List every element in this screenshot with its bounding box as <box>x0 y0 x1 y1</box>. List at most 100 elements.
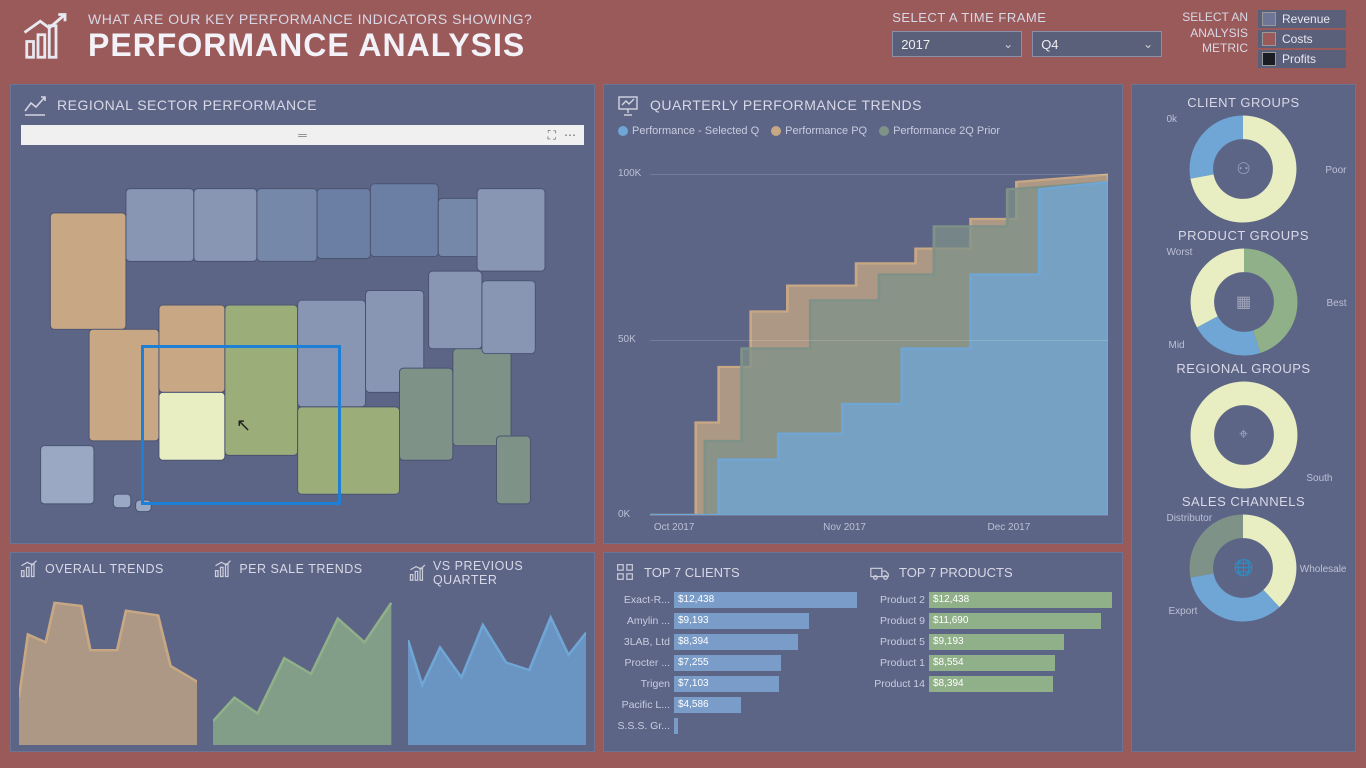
spark-block: VS PREVIOUS QUARTER <box>400 553 594 751</box>
y-tick: 0K <box>618 509 630 520</box>
bar-fill: $9,193 <box>674 613 809 629</box>
chart-icon <box>23 93 47 117</box>
trends-title: QUARTERLY PERFORMANCE TRENDS <box>650 97 922 113</box>
donut-label: Export <box>1168 606 1197 617</box>
metric-button[interactable]: Profits <box>1258 50 1346 68</box>
bar-fill: $12,438 <box>674 592 857 608</box>
metric-button[interactable]: Revenue <box>1258 10 1346 28</box>
donut-center-icon: 🌐 <box>1234 558 1254 578</box>
trend-icon <box>19 559 39 579</box>
presentation-icon <box>616 93 640 117</box>
bar-row[interactable]: Product 2 $12,438 <box>869 589 1112 610</box>
trend-icon <box>408 563 427 583</box>
map-title: REGIONAL SECTOR PERFORMANCE <box>57 97 317 113</box>
bar-row[interactable]: Product 1 $8,554 <box>869 652 1112 673</box>
trends-chart[interactable] <box>650 145 1108 515</box>
bar-fill <box>674 718 678 734</box>
bar-row[interactable]: Product 5 $9,193 <box>869 631 1112 652</box>
sparkline[interactable] <box>213 587 391 745</box>
page-title: PERFORMANCE ANALYSIS <box>88 27 532 64</box>
focus-icon[interactable]: ⛶ <box>548 128 556 143</box>
cursor-icon: ↖ <box>236 415 251 436</box>
donut-section: REGIONAL GROUPS⌖South <box>1176 361 1310 490</box>
donut-section: PRODUCT GROUPS▦WorstBestMid <box>1178 228 1309 357</box>
spark-block: OVERALL TRENDS <box>11 553 205 751</box>
bar-fill: $9,193 <box>929 634 1064 650</box>
header: WHAT ARE OUR KEY PERFORMANCE INDICATORS … <box>0 0 1366 84</box>
donut-center-icon: ▦ <box>1236 292 1251 312</box>
x-tick: Nov 2017 <box>823 522 866 533</box>
bar-row[interactable]: Amylin ... $9,193 <box>614 610 857 631</box>
bar-fill: $11,690 <box>929 613 1101 629</box>
swatch <box>1262 12 1276 26</box>
bar-label: S.S.S. Gr... <box>614 720 670 732</box>
bar-fill: $8,394 <box>929 676 1053 692</box>
bar-label: Product 1 <box>869 657 925 669</box>
quarter-select[interactable]: Q4 ⌄ <box>1032 31 1162 57</box>
bar-row[interactable]: Product 9 $11,690 <box>869 610 1112 631</box>
donut-label: South <box>1306 473 1332 484</box>
donut-title: CLIENT GROUPS <box>1187 95 1299 110</box>
regional-map-panel: REGIONAL SECTOR PERFORMANCE ═ ⛶ ⋯ ↖ <box>10 84 595 544</box>
quarterly-trends-panel: QUARTERLY PERFORMANCE TRENDS Performance… <box>603 84 1123 544</box>
donut-label: Wholesale <box>1300 564 1347 575</box>
bar-row[interactable]: Exact-R... $12,438 <box>614 589 857 610</box>
bar-fill: $12,438 <box>929 592 1112 608</box>
quarter-value: Q4 <box>1041 37 1058 52</box>
donut-label: 0k <box>1166 114 1177 125</box>
donut-title: REGIONAL GROUPS <box>1176 361 1310 376</box>
donut-center-icon: ⌖ <box>1239 426 1248 444</box>
metric-label: Revenue <box>1282 12 1330 26</box>
chevron-down-icon: ⌄ <box>1143 37 1153 51</box>
bar-row[interactable]: 3LAB, Ltd $8,394 <box>614 631 857 652</box>
bar-row[interactable]: Product 14 $8,394 <box>869 673 1112 694</box>
bar-label: Product 14 <box>869 678 925 690</box>
x-tick: Oct 2017 <box>654 522 695 533</box>
top7-panel: TOP 7 CLIENTS Exact-R... $12,438Amylin ..… <box>603 552 1123 752</box>
timeframe-label: SELECT A TIME FRAME <box>892 10 1162 25</box>
bar-label: Pacific L... <box>614 699 670 711</box>
bar-label: Product 2 <box>869 594 925 606</box>
top7-header: TOP 7 CLIENTS <box>614 561 857 583</box>
logo-icon <box>20 10 74 64</box>
bar-fill: $7,103 <box>674 676 779 692</box>
bar-fill: $8,554 <box>929 655 1055 671</box>
year-select[interactable]: 2017 ⌄ <box>892 31 1022 57</box>
bar-row[interactable]: Trigen $7,103 <box>614 673 857 694</box>
chevron-down-icon: ⌄ <box>1003 37 1013 51</box>
sparkline[interactable] <box>408 595 586 745</box>
x-tick: Dec 2017 <box>988 522 1031 533</box>
donut-section: SALES CHANNELS🌐DistributorWholesaleExpor… <box>1182 494 1305 623</box>
spark-title: VS PREVIOUS QUARTER <box>433 559 586 587</box>
donut-label: Distributor <box>1166 513 1212 524</box>
legend-item: Performance 2Q Prior <box>879 125 1000 137</box>
bar-fill: $8,394 <box>674 634 798 650</box>
donut-label: Mid <box>1169 340 1185 351</box>
bar-label: Trigen <box>614 678 670 690</box>
metric-button[interactable]: Costs <box>1258 30 1346 48</box>
bar-row[interactable]: Pacific L... $4,586 <box>614 694 857 715</box>
bar-label: Product 5 <box>869 636 925 648</box>
products-icon <box>869 561 891 583</box>
bar-label: 3LAB, Ltd <box>614 636 670 648</box>
swatch <box>1262 52 1276 66</box>
sparkline[interactable] <box>19 587 197 745</box>
top7-header: TOP 7 PRODUCTS <box>869 561 1112 583</box>
donut-label: Poor <box>1325 165 1346 176</box>
bar-label: Procter ... <box>614 657 670 669</box>
page-subtitle: WHAT ARE OUR KEY PERFORMANCE INDICATORS … <box>88 11 532 27</box>
donut-label: Best <box>1326 298 1346 309</box>
more-icon[interactable]: ⋯ <box>564 128 576 142</box>
donut-panel: CLIENT GROUPS⚇0kPoor PRODUCT GROUPS ▦ Worst… <box>1131 84 1356 752</box>
donut-section: CLIENT GROUPS⚇0kPoor <box>1187 95 1299 224</box>
donut-title: PRODUCT GROUPS <box>1178 228 1309 243</box>
metric-label: SELECT AN ANALYSIS METRIC <box>1182 10 1248 57</box>
donut-label: Worst <box>1167 247 1193 258</box>
metric-label: Costs <box>1282 32 1313 46</box>
swatch <box>1262 32 1276 46</box>
bar-row[interactable]: S.S.S. Gr... <box>614 715 857 736</box>
map-toolbar[interactable]: ═ ⛶ ⋯ <box>21 125 584 145</box>
bar-row[interactable]: Procter ... $7,255 <box>614 652 857 673</box>
drag-handle-icon[interactable]: ═ <box>298 128 307 142</box>
usa-map[interactable] <box>21 145 584 533</box>
